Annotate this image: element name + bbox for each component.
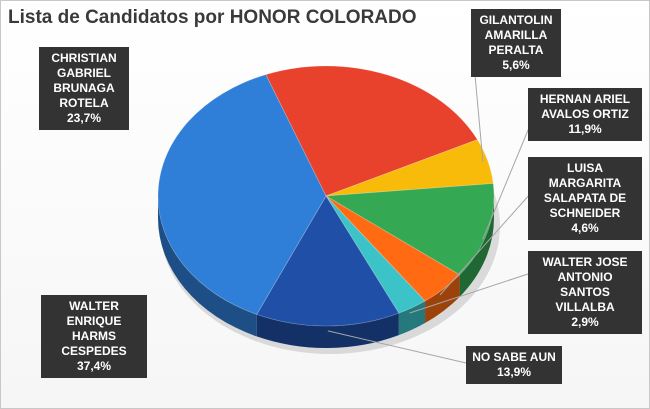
- data-label-value: 23,7%: [66, 111, 102, 125]
- slice-side-4: [425, 274, 460, 324]
- data-label-name: GILANTOLIN AMARILLA PERALTA: [479, 13, 553, 57]
- data-label-value: 37,4%: [76, 359, 112, 373]
- slice-side-5: [398, 301, 426, 336]
- data-label-value: 11,9%: [568, 122, 602, 136]
- pie-slice-2: [325, 139, 494, 197]
- slice-side-3: [459, 196, 494, 297]
- data-label-name: WALTER ENRIQUE HARMS CESPEDES: [61, 299, 127, 358]
- data-label-value: 13,9%: [496, 365, 532, 379]
- chart-title: Lista de Candidatos por HONOR COLORADO: [8, 7, 417, 28]
- data-label-name: NO SABE AUN: [472, 350, 556, 364]
- data-label-5: WALTER JOSE ANTONIO SANTOS VILLALBA 2,9%: [528, 251, 642, 334]
- data-label-name: CHRISTIAN GABRIEL BRUNAGA ROTELA: [51, 51, 117, 110]
- data-label-4: LUISA MARGARITA SALAPATA DE SCHNEIDER 4,6…: [528, 157, 642, 240]
- data-label-value: 5,6%: [502, 58, 530, 72]
- data-label-6: NO SABE AUN 13,9%: [466, 346, 562, 384]
- pie-slice-6: [256, 195, 400, 327]
- slice-side-0: [158, 196, 257, 337]
- data-label-name: LUISA MARGARITA SALAPATA DE SCHNEIDER: [543, 161, 627, 220]
- data-label-2: GILANTOLIN AMARILLA PERALTA 5,6%: [471, 9, 561, 77]
- pie-slice-1: [265, 65, 479, 197]
- pie-slice-5: [325, 195, 426, 314]
- data-label-3: HERNAN ARIEL AVALOS ORTIZ 11,9%: [528, 88, 642, 141]
- pie-slice-4: [325, 195, 461, 302]
- leader-line-4: [439, 192, 532, 296]
- data-label-name: HERNAN ARIEL AVALOS ORTIZ: [539, 92, 631, 121]
- data-label-0: WALTER ENRIQUE HARMS CESPEDES 37,4%: [41, 295, 147, 378]
- leader-line-3: [482, 122, 532, 240]
- data-label-value: 2,9%: [571, 315, 599, 329]
- leader-line-6: [327, 330, 480, 367]
- pie-slice-0: [157, 74, 327, 315]
- pie-slice-3: [324, 183, 495, 276]
- data-label-name: WALTER JOSE ANTONIO SANTOS VILLALBA: [542, 255, 628, 314]
- leader-line-5: [409, 272, 532, 314]
- data-label-value: 4,6%: [571, 221, 599, 235]
- data-label-1: CHRISTIAN GABRIEL BRUNAGA ROTELA 23,7%: [39, 47, 129, 130]
